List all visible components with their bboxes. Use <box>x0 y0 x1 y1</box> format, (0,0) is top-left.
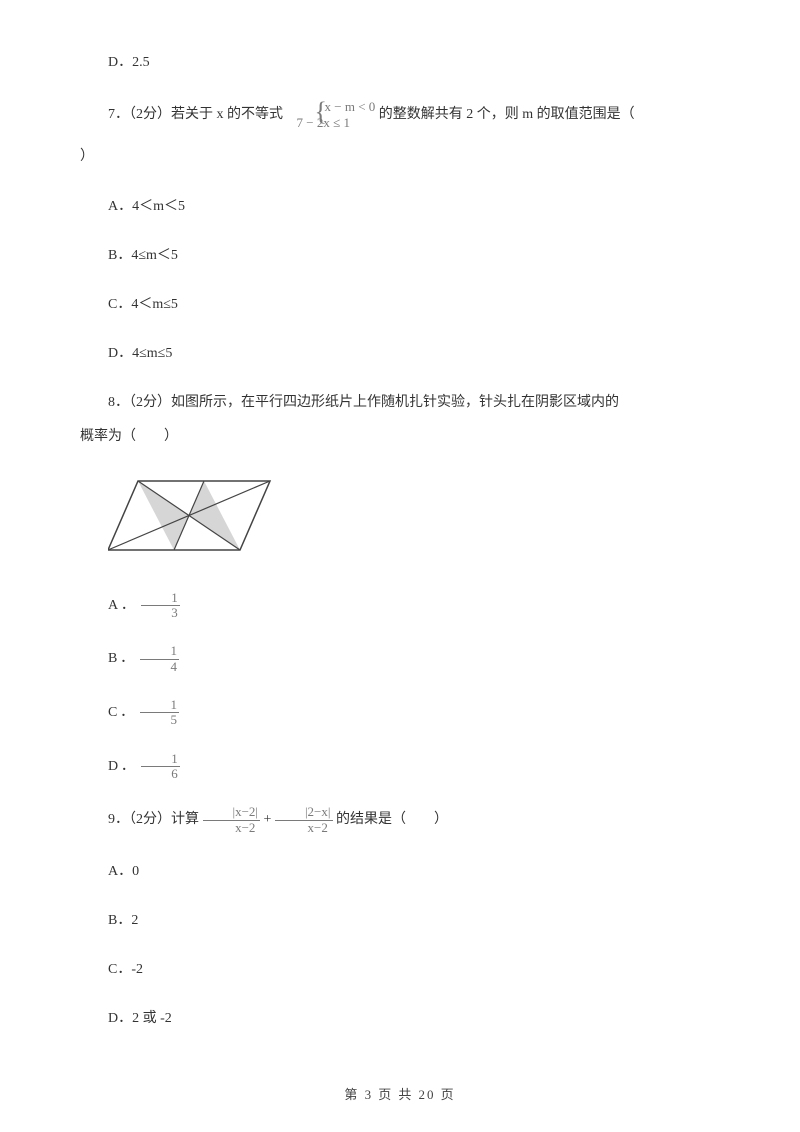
q7-option-d[interactable]: D．4≤m≤5 <box>80 341 720 366</box>
q7-b-text: B．4≤m＜5 <box>108 248 178 263</box>
q6-option-d-text: D．2.5 <box>108 55 150 70</box>
q7-d-text: D．4≤m≤5 <box>108 346 172 361</box>
q9-frac-2: |2−x|x−2 <box>275 805 333 835</box>
sys-line1: x − m < 0 <box>325 99 376 114</box>
sys-line2: 7 − 2x ≤ 1 <box>297 115 350 130</box>
q7-option-b[interactable]: B．4≤m＜5 <box>80 243 720 268</box>
q8-a-num: 1 <box>141 591 180 605</box>
q8-c-label: C． <box>108 705 137 720</box>
q8-d-label: D． <box>108 759 138 774</box>
q6-option-d[interactable]: D．2.5 <box>80 50 720 75</box>
q7-option-c[interactable]: C．4＜m≤5 <box>80 292 720 317</box>
q9-a-text: A．0 <box>108 864 139 879</box>
q8-stem-line1: 8．（2分）如图所示，在平行四边形纸片上作随机扎针实验，针头扎在阴影区域内的 <box>80 390 720 415</box>
q8-option-d[interactable]: D． 16 <box>80 752 720 782</box>
q9-option-c[interactable]: C．-2 <box>80 957 720 982</box>
q9-option-d[interactable]: D．2 或 -2 <box>80 1006 720 1031</box>
q8-a-den: 3 <box>141 605 180 620</box>
frac-1-3: 13 <box>141 591 180 621</box>
q9-f1-den: x−2 <box>203 820 261 835</box>
q8-c-den: 5 <box>140 712 179 727</box>
q7-stem: 7．（2分）若关于 x 的不等式 x − m < 0 7 − 2x ≤ 1 的整… <box>80 99 720 130</box>
q7-stem-a: 7．（2分）若关于 x 的不等式 <box>108 107 287 122</box>
frac-1-6: 16 <box>141 752 180 782</box>
q7-c-text: C．4＜m≤5 <box>108 297 178 312</box>
q9-d-text: D．2 或 -2 <box>108 1011 172 1026</box>
q7-stem-b: 的整数解共有 2 个，则 m 的取值范围是（ <box>379 107 635 122</box>
frac-1-4: 14 <box>140 644 179 674</box>
q7-a-text: A．4＜m＜5 <box>108 199 185 214</box>
q9-stem-b: 的结果是（ ） <box>336 812 448 827</box>
q8-c-num: 1 <box>140 698 179 712</box>
q7-paren-close: ） <box>80 144 720 169</box>
q9-stem-a: 9．（2分）计算 <box>108 812 203 827</box>
parallelogram-figure <box>108 473 720 567</box>
q9-f2-den: x−2 <box>275 820 333 835</box>
q8-b-num: 1 <box>140 644 179 658</box>
q8-stem-line2: 概率为（ ） <box>80 424 720 449</box>
inequality-system: x − m < 0 7 − 2x ≤ 1 <box>287 99 376 130</box>
q8-a-label: A． <box>108 598 138 613</box>
q8-option-c[interactable]: C． 15 <box>80 698 720 728</box>
q9-f2-num: |2−x| <box>275 805 333 819</box>
q9-option-b[interactable]: B．2 <box>80 908 720 933</box>
q9-f1-num: |x−2| <box>203 805 261 819</box>
q9-stem: 9．（2分）计算 |x−2|x−2 + |2−x|x−2 的结果是（ ） <box>80 805 720 835</box>
q8-b-den: 4 <box>140 659 179 674</box>
q9-c-text: C．-2 <box>108 962 143 977</box>
q9-frac-1: |x−2|x−2 <box>203 805 261 835</box>
q8-d-num: 1 <box>141 752 180 766</box>
q8-option-b[interactable]: B． 14 <box>80 644 720 674</box>
q9-b-text: B．2 <box>108 913 138 928</box>
q9-plus: + <box>264 812 275 827</box>
q8-option-a[interactable]: A． 13 <box>80 591 720 621</box>
q9-option-a[interactable]: A．0 <box>80 859 720 884</box>
q8-b-label: B． <box>108 651 137 666</box>
q7-option-a[interactable]: A．4＜m＜5 <box>80 194 720 219</box>
q8-d-den: 6 <box>141 766 180 781</box>
parallelogram-svg <box>108 473 278 558</box>
page-footer: 第 3 页 共 20 页 <box>0 1083 800 1106</box>
frac-1-5: 15 <box>140 698 179 728</box>
